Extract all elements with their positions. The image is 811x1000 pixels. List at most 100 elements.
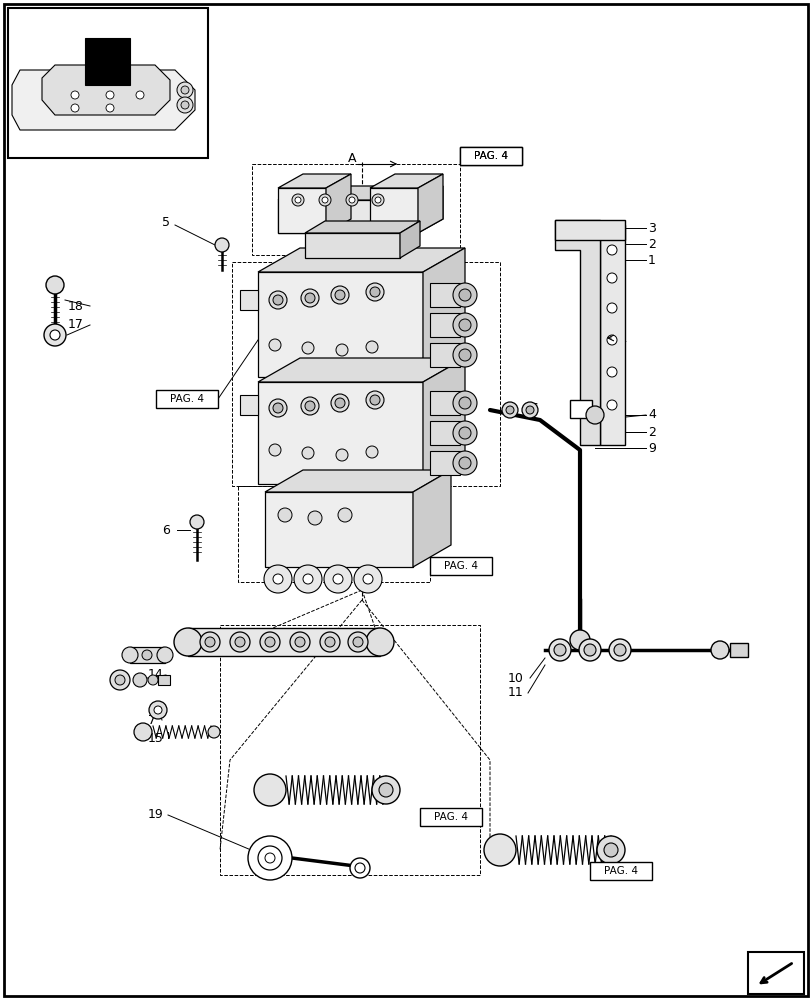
Text: 9: 9: [647, 442, 655, 454]
Circle shape: [294, 197, 301, 203]
Circle shape: [349, 197, 354, 203]
Circle shape: [133, 673, 147, 687]
Text: PAG. 4: PAG. 4: [474, 151, 508, 161]
Circle shape: [583, 644, 595, 656]
Circle shape: [366, 283, 384, 301]
Circle shape: [366, 391, 384, 409]
Circle shape: [71, 91, 79, 99]
Circle shape: [157, 647, 173, 663]
Polygon shape: [258, 248, 465, 272]
Circle shape: [200, 632, 220, 652]
Circle shape: [366, 446, 378, 458]
Polygon shape: [554, 220, 599, 445]
Text: PAG. 4: PAG. 4: [474, 151, 508, 161]
Circle shape: [453, 313, 476, 337]
Polygon shape: [325, 174, 350, 233]
Circle shape: [458, 427, 470, 439]
Circle shape: [501, 402, 517, 418]
Circle shape: [254, 774, 285, 806]
Polygon shape: [130, 647, 165, 663]
Polygon shape: [258, 358, 465, 382]
Circle shape: [353, 637, 363, 647]
Circle shape: [301, 289, 319, 307]
Text: 14: 14: [148, 668, 164, 682]
Polygon shape: [12, 70, 195, 130]
Text: 16: 16: [523, 401, 539, 414]
Circle shape: [458, 457, 470, 469]
Circle shape: [305, 293, 315, 303]
Circle shape: [268, 291, 286, 309]
Circle shape: [613, 644, 625, 656]
Circle shape: [106, 104, 114, 112]
Circle shape: [272, 403, 283, 413]
Circle shape: [50, 330, 60, 340]
Text: 11: 11: [508, 686, 523, 700]
Polygon shape: [418, 174, 443, 233]
Circle shape: [331, 286, 349, 304]
Circle shape: [305, 401, 315, 411]
Polygon shape: [418, 186, 443, 233]
Circle shape: [204, 637, 215, 647]
Circle shape: [458, 349, 470, 361]
Circle shape: [521, 402, 538, 418]
Polygon shape: [430, 391, 460, 415]
Bar: [599, 225, 624, 445]
Circle shape: [208, 726, 220, 738]
Circle shape: [348, 632, 367, 652]
Polygon shape: [554, 220, 624, 240]
Polygon shape: [370, 188, 418, 233]
Circle shape: [292, 194, 303, 206]
Bar: [8, 8, 208, 158]
Circle shape: [268, 399, 286, 417]
Polygon shape: [264, 492, 413, 567]
Circle shape: [264, 853, 275, 863]
Circle shape: [366, 341, 378, 353]
Circle shape: [247, 836, 292, 880]
Text: PAG. 4: PAG. 4: [444, 561, 478, 571]
Circle shape: [190, 515, 204, 529]
Circle shape: [336, 344, 348, 356]
Text: A: A: [617, 332, 626, 344]
Circle shape: [458, 397, 470, 409]
Polygon shape: [258, 382, 423, 484]
Circle shape: [354, 565, 381, 593]
Circle shape: [181, 101, 189, 109]
Circle shape: [350, 858, 370, 878]
Bar: [419, 808, 482, 826]
Circle shape: [596, 836, 624, 864]
Circle shape: [302, 342, 314, 354]
Polygon shape: [430, 343, 460, 367]
Polygon shape: [277, 186, 443, 200]
Circle shape: [272, 295, 283, 305]
Circle shape: [71, 104, 79, 112]
Circle shape: [453, 343, 476, 367]
Text: 6: 6: [162, 524, 169, 536]
Polygon shape: [277, 200, 418, 233]
Circle shape: [526, 406, 534, 414]
Circle shape: [302, 447, 314, 459]
Circle shape: [458, 289, 470, 301]
Text: 2: 2: [647, 237, 655, 250]
Circle shape: [335, 290, 345, 300]
Circle shape: [301, 397, 319, 415]
Polygon shape: [305, 221, 419, 233]
Circle shape: [371, 194, 384, 206]
Text: 15: 15: [148, 732, 164, 744]
Circle shape: [331, 394, 349, 412]
Circle shape: [453, 421, 476, 445]
Circle shape: [268, 339, 281, 351]
Circle shape: [109, 670, 130, 690]
Bar: [430, 557, 491, 575]
Text: 5: 5: [162, 216, 169, 229]
Circle shape: [483, 834, 515, 866]
Polygon shape: [370, 174, 443, 188]
Circle shape: [453, 283, 476, 307]
Circle shape: [142, 650, 152, 660]
Circle shape: [337, 508, 351, 522]
Circle shape: [607, 335, 616, 345]
Circle shape: [363, 574, 372, 584]
Circle shape: [354, 863, 365, 873]
Circle shape: [215, 238, 229, 252]
Circle shape: [336, 449, 348, 461]
Circle shape: [181, 86, 189, 94]
